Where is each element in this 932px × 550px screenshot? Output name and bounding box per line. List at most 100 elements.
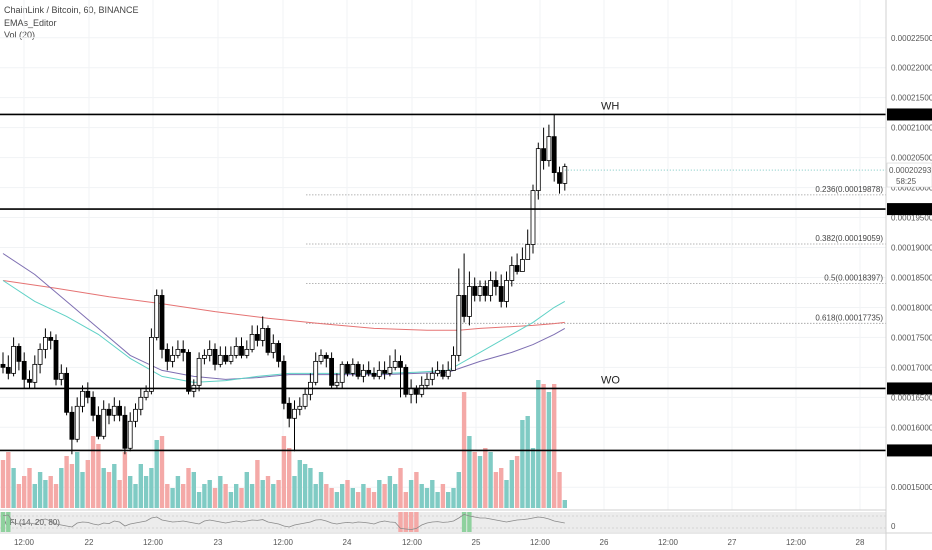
- candle-body: [472, 286, 478, 296]
- level-price-tag-text: 0.00016648: [889, 384, 932, 393]
- volume-bar: [218, 476, 223, 508]
- candle-body: [504, 280, 509, 302]
- candle-body: [5, 366, 11, 374]
- candle-body: [127, 420, 133, 449]
- candle-body: [85, 390, 91, 398]
- horizontal-lines[interactable]: WH WO: [0, 100, 886, 452]
- volume-bar: [75, 452, 80, 508]
- volume-bar: [456, 472, 461, 508]
- volume-bar: [281, 436, 287, 508]
- volume-bar: [212, 488, 218, 508]
- candle-body: [154, 295, 160, 338]
- level-price-tag-text: 0.00021220: [889, 110, 932, 119]
- level-price-tag: [887, 444, 932, 457]
- volume-bar: [318, 472, 324, 508]
- volume-bar: [483, 448, 488, 508]
- y-tick-label: 0.00019000: [891, 244, 932, 253]
- candle-body: [530, 190, 536, 245]
- candle-body: [562, 166, 568, 184]
- level-label: WH: [601, 100, 619, 112]
- candle-body: [429, 372, 435, 380]
- volume-bar: [202, 484, 207, 508]
- y-tick-label: 0.00015000: [891, 483, 932, 492]
- mfi-label[interactable]: MFI (14, 20, 80): [3, 518, 60, 527]
- candle-body: [535, 148, 541, 191]
- countdown-timer: 58:25: [896, 177, 917, 186]
- level-price-tag: [887, 108, 932, 121]
- volume-bar: [191, 472, 196, 508]
- mfi-oversold-mark: [408, 512, 414, 532]
- volume-bar: [467, 436, 472, 508]
- volume-bar: [541, 384, 546, 508]
- chart-legend: ChainLink / Bitcoin, 60, BINANCE EMAs_Ed…: [4, 4, 139, 42]
- candle-body: [223, 354, 229, 362]
- volume-bar: [451, 488, 456, 508]
- candle-body: [260, 328, 266, 341]
- volume-bar: [477, 456, 483, 508]
- candle-body: [318, 354, 324, 362]
- candle-body: [249, 334, 255, 350]
- level-price-tag: [887, 382, 932, 395]
- volume-bar: [223, 484, 228, 508]
- volume-bar: [133, 484, 138, 508]
- y-tick-label: 0.00016500: [891, 393, 932, 402]
- y-tick-label: 0.00017500: [891, 333, 932, 342]
- candle-body: [133, 408, 138, 422]
- volume-bar: [313, 484, 318, 508]
- candle-body: [514, 265, 520, 272]
- x-tick-label: 12:00: [143, 538, 164, 547]
- volume-bar: [128, 476, 133, 508]
- volume-bar: [520, 420, 525, 508]
- volume-bar: [366, 488, 371, 508]
- candle-body: [37, 348, 43, 365]
- candle-body: [360, 369, 366, 377]
- symbol-title[interactable]: ChainLink / Bitcoin, 60, BINANCE: [4, 5, 139, 15]
- candle-body: [212, 348, 218, 365]
- volume-bar: [387, 476, 393, 508]
- candle-body: [281, 360, 287, 404]
- ema-long-line: [2, 280, 565, 331]
- indicator-emas-label[interactable]: EMAs_Editor: [4, 17, 57, 28]
- candle-body: [122, 414, 128, 449]
- candle-body: [201, 354, 207, 359]
- mfi-oversold-mark: [403, 512, 408, 532]
- volume-bar: [419, 484, 424, 508]
- candle-body: [186, 351, 191, 392]
- volume-bar: [138, 464, 143, 508]
- volume-bar: [165, 484, 170, 508]
- indicator-volume-label[interactable]: Vol (20): [4, 30, 36, 40]
- mfi-overbought-mark: [0, 512, 6, 532]
- candle-body: [254, 334, 260, 341]
- volume-bar: [430, 480, 435, 508]
- volume-bar: [424, 488, 430, 508]
- candle-body: [339, 363, 345, 383]
- ema-mid-line: [2, 253, 566, 380]
- volume-bar: [48, 476, 53, 508]
- candle-body: [525, 244, 531, 260]
- volume-bar: [154, 440, 159, 508]
- volume-bar: [101, 468, 106, 508]
- candle-body: [207, 348, 213, 356]
- candle-body: [164, 348, 170, 362]
- candle-body: [159, 295, 165, 350]
- volume-bar: [234, 484, 239, 508]
- volume-bar: [117, 480, 122, 508]
- candle-body: [196, 357, 202, 386]
- candle-body: [398, 360, 403, 368]
- volume-bar: [96, 444, 101, 508]
- price-tags: 0.00021220 0.00019641 0.00016648 0.00015614…: [564, 108, 932, 457]
- candle-body: [509, 265, 515, 281]
- volume-bar: [499, 468, 504, 508]
- candle-body: [424, 378, 430, 386]
- volume-bar: [112, 464, 117, 508]
- candle-body: [313, 360, 319, 383]
- volume-bar: [297, 460, 302, 508]
- candle-body: [101, 408, 107, 437]
- candle-body: [270, 342, 276, 353]
- volume-bar: [302, 464, 308, 508]
- mfi-overbought-mark: [461, 512, 467, 532]
- fib-retracement[interactable]: 0.236(0.00019878) 0.382(0.00019059) 0.5(0.…: [306, 185, 886, 324]
- fib-level-label: 0.236(0.00019878): [815, 185, 883, 194]
